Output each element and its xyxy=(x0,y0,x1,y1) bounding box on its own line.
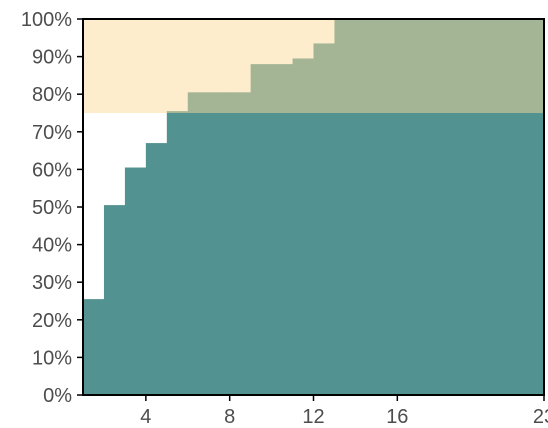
step-bar-6 xyxy=(166,113,189,395)
y-tick-label-70: 70% xyxy=(32,122,72,144)
step-bar-7 xyxy=(187,113,210,395)
step-bar-above-threshold-22 xyxy=(502,19,524,113)
step-bar-16 xyxy=(376,113,398,395)
step-bar-23 xyxy=(523,113,545,395)
step-bar-4 xyxy=(124,167,147,395)
step-bar-21 xyxy=(481,113,503,395)
step-bar-above-threshold-8 xyxy=(208,92,231,113)
step-bar-15 xyxy=(355,113,377,395)
y-tick-label-50: 50% xyxy=(32,197,72,219)
y-tick-label-20: 20% xyxy=(32,310,72,332)
step-bar-12 xyxy=(292,113,315,395)
step-bar-above-threshold-7 xyxy=(187,92,210,113)
step-bar-10 xyxy=(250,113,273,395)
x-tick-label-16: 16 xyxy=(386,406,408,428)
step-bar-above-threshold-11 xyxy=(271,64,294,113)
x-tick-label-12: 12 xyxy=(302,406,324,428)
axes: 0% 10% 20% 30% 40% 50% 60% 70% 80% 90% 100% 4 8 12 16 2… xyxy=(21,9,548,428)
step-bar-3 xyxy=(103,205,126,395)
y-tick-label-30: 30% xyxy=(32,272,72,294)
step-bar-above-threshold-10 xyxy=(250,64,273,113)
plot-area xyxy=(83,19,545,395)
y-tick-label-80: 80% xyxy=(32,84,72,106)
step-bar-above-threshold-14 xyxy=(334,19,357,113)
step-bar-13 xyxy=(313,113,336,395)
y-tick-label-60: 60% xyxy=(32,159,72,181)
step-bar-above-threshold-6 xyxy=(166,111,189,113)
step-bar-above-threshold-23 xyxy=(523,19,545,113)
step-bar-above-threshold-19 xyxy=(439,19,461,113)
step-bar-above-threshold-16 xyxy=(376,19,398,113)
y-tick-label-90: 90% xyxy=(32,47,72,69)
step-bar-14 xyxy=(334,113,357,395)
step-bar-above-threshold-13 xyxy=(313,43,336,113)
y-tick-label-40: 40% xyxy=(32,235,72,257)
step-bar-9 xyxy=(229,113,252,395)
y-tick-label-100: 100% xyxy=(21,9,72,31)
step-bar-19 xyxy=(439,113,461,395)
step-bar-5 xyxy=(145,143,168,395)
step-bar-above-threshold-15 xyxy=(355,19,377,113)
x-tick-label-23: 23 xyxy=(533,406,548,428)
step-bar-above-threshold-9 xyxy=(229,92,252,113)
step-bar-8 xyxy=(208,113,231,395)
step-bar-2 xyxy=(83,299,105,395)
step-bar-above-threshold-18 xyxy=(418,19,440,113)
step-bar-above-threshold-12 xyxy=(292,58,315,113)
step-bar-17 xyxy=(397,113,419,395)
x-tick-label-8: 8 xyxy=(224,406,235,428)
step-bar-22 xyxy=(502,113,524,395)
step-bar-above-threshold-20 xyxy=(460,19,482,113)
y-tick-label-10: 10% xyxy=(32,347,72,369)
y-tick-label-0: 0% xyxy=(43,385,72,407)
x-tick-label-4: 4 xyxy=(140,406,151,428)
step-bar-11 xyxy=(271,113,294,395)
step-bar-18 xyxy=(418,113,440,395)
step-bar-20 xyxy=(460,113,482,395)
step-bar-above-threshold-17 xyxy=(397,19,419,113)
step-bar-above-threshold-21 xyxy=(481,19,503,113)
